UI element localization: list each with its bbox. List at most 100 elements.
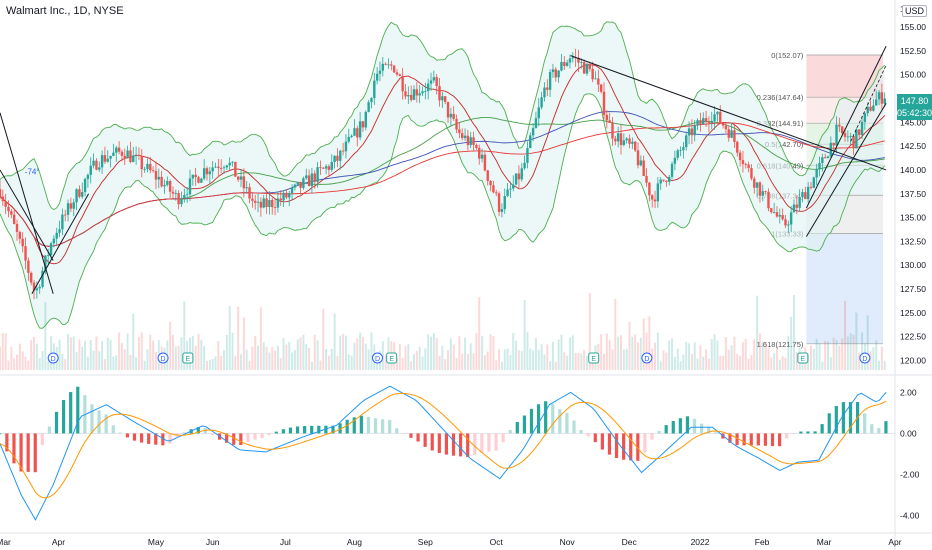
candle-body [103,155,107,162]
candle-body [730,130,733,138]
macd-histogram-bar [437,433,441,453]
volume-bar [529,348,532,370]
macd-histogram-bar [870,424,874,434]
candle-body [619,133,623,145]
candle-body [120,151,124,156]
macd-histogram-bar [770,433,775,447]
macd-histogram-bar [664,425,668,434]
candle-body [387,64,390,66]
volume-bar [690,353,693,370]
candle-body [787,224,790,226]
candle-body [758,182,762,196]
volume-bar [194,345,197,370]
macd-histogram-bar [848,402,853,434]
volume-bar [78,339,81,370]
volume-bar [245,349,248,370]
volume-bar [566,355,569,370]
macd-histogram-bar [395,428,399,434]
macd-histogram-bar [650,433,654,440]
volume-bar [486,351,489,370]
candle-body [645,175,648,183]
candle-body [821,157,824,163]
volume-bar [866,315,869,370]
volume-bar [242,317,245,370]
macd-histogram-bar [806,431,810,434]
volume-bar [271,347,274,370]
last-price-value: 147.80 [900,96,929,106]
candle-body [772,212,776,213]
macd-histogram-bar [288,427,293,434]
volume-bar [560,334,563,370]
macd-histogram-bar [0,433,2,435]
candle-body [123,155,126,159]
candle-body [435,77,438,87]
volume-bar [257,345,260,370]
candle-body [200,178,203,183]
candle-body [875,99,878,106]
volume-bar [724,337,727,370]
volume-bar [106,337,109,370]
bollinger-upper [0,21,886,211]
volume-bar [220,355,223,370]
candle-body [344,141,348,152]
earnings-marker [182,352,194,364]
macd-histogram-bar [607,433,612,455]
currency-button[interactable]: USD [902,5,928,17]
candle-body [10,211,13,215]
date-tick-label: Jul [280,537,291,547]
date-tick-label: Sep [418,537,433,547]
macd-histogram-bar [643,433,647,453]
volume-bar [367,349,370,370]
macd-histogram-bar [104,414,108,434]
date-tick-label: 2022 [691,537,710,547]
volume-bar [126,333,129,370]
volume-bar [489,334,492,370]
candle-body [472,137,475,145]
volume-bar [274,350,277,370]
candle-body [254,200,257,203]
candle-body [580,62,583,63]
volume-bar [1,333,4,370]
volume-bar [744,338,747,370]
macd-histogram-bar [154,433,158,445]
candle-body [475,144,478,148]
candle-body [753,178,756,188]
price-tick-label: 137.50 [900,189,926,199]
price-tick-label: 120.00 [900,355,926,365]
candle-body [804,192,807,200]
trendline [570,55,887,171]
macd-histogram-bar [147,433,151,444]
volume-bar [869,351,872,370]
trendline [0,169,54,261]
volume-bar [464,337,467,370]
candle-body [463,135,467,139]
volume-bar [645,332,648,370]
macd-histogram-bar [182,432,186,434]
candle-body [872,105,875,111]
macd-histogram-bar [373,418,378,434]
candle-body [134,154,138,156]
date-tick-label: Aug [347,537,362,547]
volume-bar [407,344,410,370]
candle-body [631,141,634,144]
candle-body [219,168,223,169]
volume-bar [72,336,75,370]
candle-body [75,189,78,203]
candle-body [92,160,95,166]
candle-body [47,255,50,256]
volume-bar [38,358,41,370]
candle-body [248,187,251,199]
candle-body [384,63,387,65]
volume-bar [203,346,206,370]
macd-histogram-bar [586,433,590,437]
volume-bar [112,356,115,370]
macd-histogram-bar [267,433,271,436]
volume-bar [483,355,486,370]
candle-body [446,101,450,118]
volume-bar [659,361,662,370]
candle-body [421,91,424,94]
candle-body [412,89,416,100]
volume-bar [716,340,719,370]
price-tick-label: 130.00 [900,260,926,270]
volume-bar [580,353,583,370]
